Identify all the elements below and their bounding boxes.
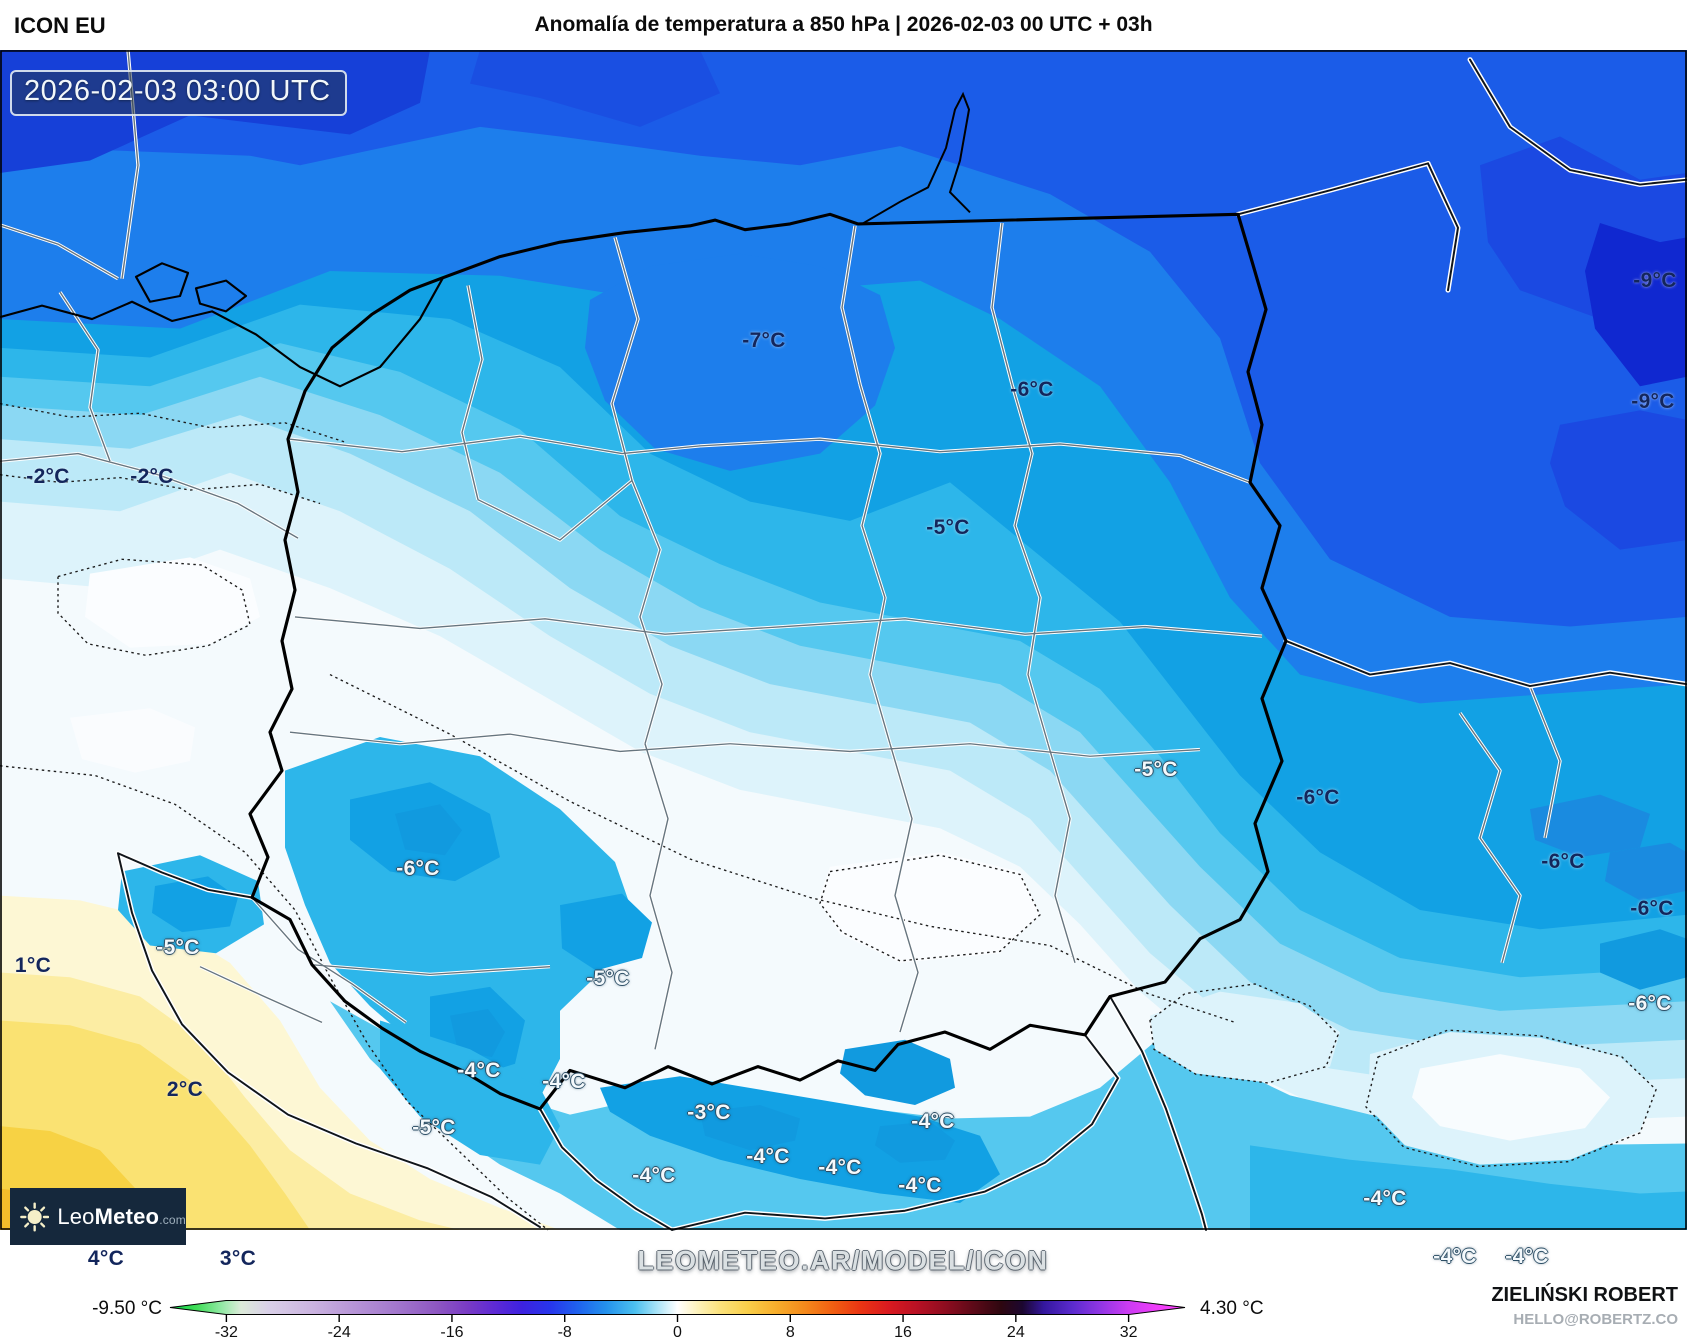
svg-text:-16: -16 [440,1324,463,1339]
coastline [0,262,444,388]
sun-icon [20,1201,50,1232]
regional-borders [0,50,1561,1050]
svg-text:8: 8 [786,1324,795,1339]
color-scale: -9.50 °C 4.30 °C -32 -24 -16 -8 0 8 16 24 32 [92,1298,1264,1341]
colorbar [169,1300,1186,1315]
dotted-contours [0,402,1657,1231]
weather-map: 2026-02-03 03:00 UTC -9°C -9°C -7°C -6°C -5°… [0,50,1687,1278]
scale-ticks: -32 -24 -16 -8 0 8 16 24 32 [215,1315,1138,1341]
model-name: ICON EU [14,13,106,38]
country-borders [117,58,1687,1231]
scale-min-label: -9.50 °C [92,1298,162,1319]
watermark: LEOMETEO.AR/MODEL/ICON [637,1245,1049,1276]
svg-text:32: 32 [1120,1324,1138,1339]
svg-text:16: 16 [894,1324,912,1339]
svg-text:0: 0 [673,1324,682,1339]
svg-text:-8: -8 [558,1324,572,1339]
timestamp-badge: 2026-02-03 03:00 UTC [10,70,347,116]
hel-peninsula [861,91,971,225]
temperature-anomaly-basemap [0,50,1687,1233]
header-bar: ICON EU Anomalía de temperatura a 850 hP… [0,0,1687,50]
logo-text: LeoMeteo.com [57,1203,186,1229]
svg-text:-32: -32 [215,1324,238,1339]
poland-border [248,212,1288,1111]
temperature-fill-layers [0,50,1687,1230]
credit-name: ZIELIŃSKI ROBERT [1491,1284,1678,1306]
svg-text:24: 24 [1007,1324,1025,1339]
leometeo-logo: LeoMeteo.com [10,1188,186,1245]
scale-max-label: 4.30 °C [1200,1298,1264,1319]
svg-text:-24: -24 [328,1324,351,1339]
credit-email: HELLO@ROBERTZ.CO [1513,1311,1678,1328]
legend-bar: -9.50 °C 4.30 °C -32 -24 -16 -8 0 8 16 24 32 ZIE… [0,1278,1687,1341]
map-frame [0,50,1687,1230]
page-title: Anomalía de temperatura a 850 hPa | 2026… [534,13,1153,36]
